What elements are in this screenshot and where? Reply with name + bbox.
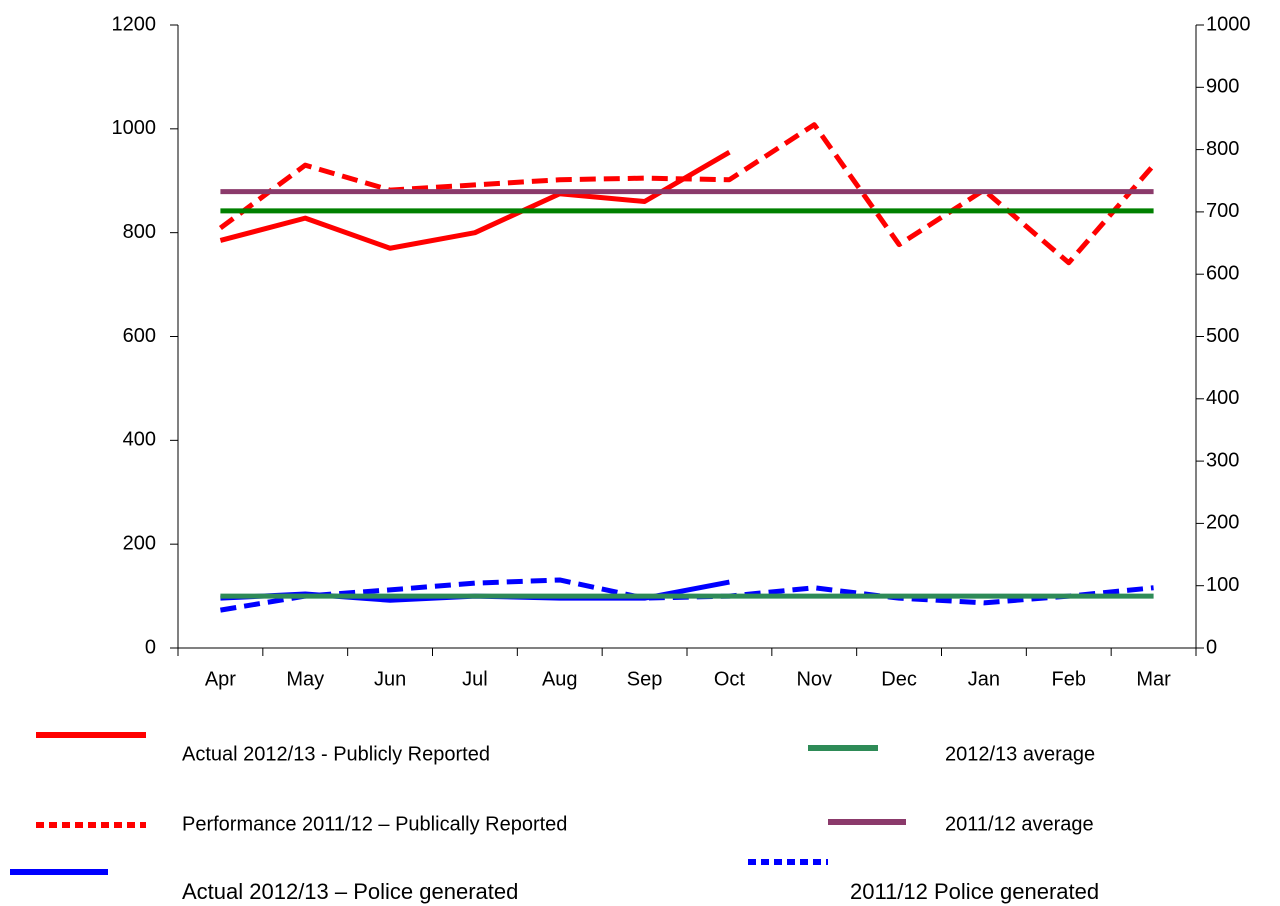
x-tick-label: Nov [796,668,832,690]
legend-label: 2011/12 average [945,813,1094,835]
x-tick-label: Mar [1136,668,1171,690]
y-tick-label: 1200 [112,13,157,35]
x-tick-label: Dec [881,668,917,690]
legend-label: Actual 2012/13 - Publicly Reported [182,743,490,765]
y2-tick-label: 700 [1206,200,1239,222]
y2-tick-label: 900 [1206,76,1239,98]
y2-tick-label: 500 [1206,325,1239,347]
y-tick-label: 0 [145,636,156,658]
y2-tick-label: 0 [1206,636,1217,658]
y-tick-label: 600 [123,325,156,347]
series-line [219,150,731,251]
y2-tick-label: 300 [1206,449,1239,471]
y2-tick-label: 400 [1206,387,1239,409]
y-tick-label: 800 [123,221,156,243]
x-tick-label: Apr [205,668,236,690]
legend-label: 2012/13 average [945,743,1095,765]
legend-label: 2011/12 Police generated [850,879,1099,904]
x-tick-label: Sep [627,668,663,690]
legend-label: Actual 2012/13 – Police generated [182,879,518,904]
x-tick-label: May [286,668,324,690]
x-tick-label: Oct [714,668,746,690]
y2-tick-label: 600 [1206,262,1239,284]
x-tick-label: Jul [462,668,488,690]
x-tick-label: Jan [968,668,1000,690]
series-line [218,122,1156,266]
y2-tick-label: 200 [1206,512,1239,534]
y2-tick-label: 100 [1206,574,1239,596]
y-tick-label: 400 [123,429,156,451]
x-tick-label: Jun [374,668,406,690]
y2-tick-label: 800 [1206,138,1239,160]
y2-tick-label: 1000 [1206,13,1251,35]
x-tick-label: Aug [542,668,578,690]
y-tick-label: 200 [123,532,156,554]
legend-label: Performance 2011/12 – Publically Reporte… [182,813,567,835]
y-tick-label: 1000 [112,117,157,139]
x-tick-label: Feb [1052,668,1086,690]
